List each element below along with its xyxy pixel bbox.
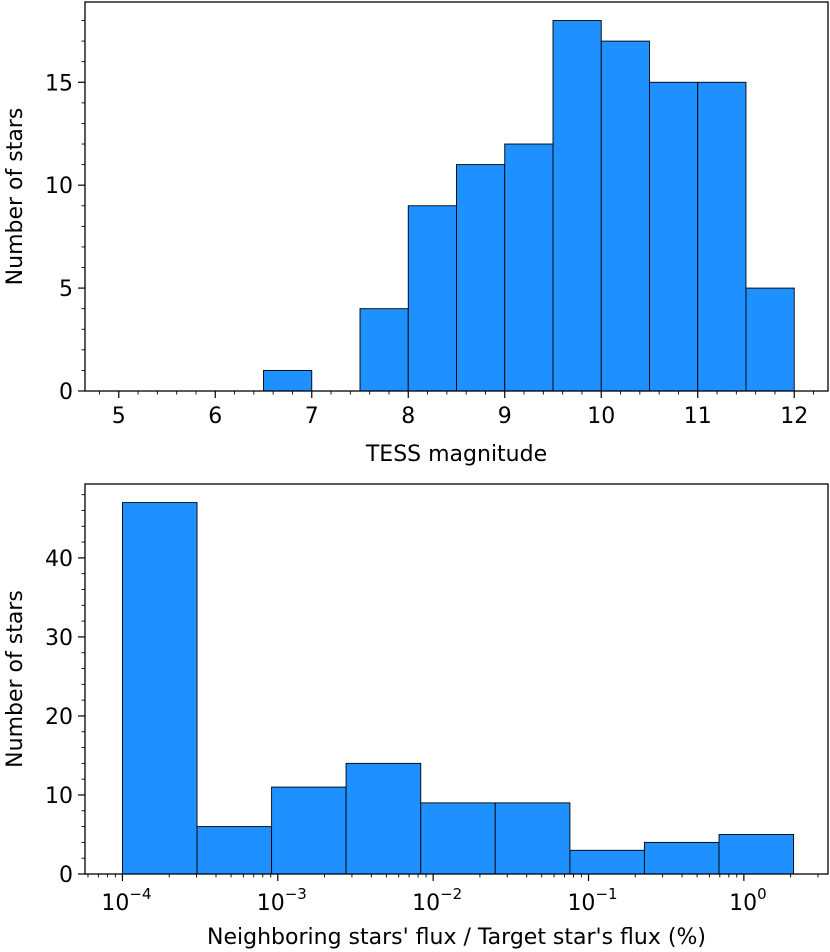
- top-ytick-label: 0: [59, 380, 73, 405]
- top-bar-9: [745, 287, 795, 392]
- top-bar-2: [407, 205, 457, 392]
- top-bar-3: [456, 164, 506, 392]
- top-xtick-label: 6: [208, 404, 222, 429]
- top-bar-8: [697, 81, 747, 392]
- top-ytick-label: 15: [45, 71, 73, 96]
- top-ytick-label: 10: [45, 174, 73, 199]
- flux-ratio-plot-frame: [84, 483, 829, 875]
- flux-ratio-x-axis-label: Neighboring stars' flux / Target star's …: [207, 925, 706, 950]
- top-bar-6: [600, 40, 650, 392]
- top-xtick-label: 7: [305, 404, 319, 429]
- bot-ytick-label: 0: [59, 863, 73, 888]
- bot-bar-8: [718, 834, 795, 875]
- top-bar-5: [552, 20, 602, 392]
- top-xtick-label: 5: [112, 404, 126, 429]
- bot-xtick-label: 10−4: [101, 885, 151, 916]
- bot-ytick-label: 30: [45, 626, 73, 651]
- bot-bar-3: [345, 762, 422, 875]
- bot-bar-6: [569, 849, 645, 875]
- bot-bar-1: [196, 826, 273, 875]
- top-ytick-label: 5: [59, 277, 73, 302]
- bot-bar-7: [643, 841, 720, 875]
- flux-ratio-histogram-panel: 0 10 20 30 40 10−4 10−3 10−2 10−1 100 Neighboring…: [3, 483, 829, 950]
- magnitude-y-axis-label: Number of stars: [3, 108, 28, 286]
- top-bar-4: [504, 143, 554, 392]
- top-xtick-label: 8: [401, 404, 415, 429]
- top-bar-1: [359, 308, 409, 392]
- bot-xtick-label: 100: [729, 885, 767, 916]
- bot-xtick-label: 10−2: [412, 885, 462, 916]
- top-xtick-label: 11: [684, 404, 712, 429]
- bot-ytick-label: 20: [45, 705, 73, 730]
- flux-ratio-y-axis-label: Number of stars: [3, 590, 28, 768]
- flux-ratio-histogram-bars: [122, 502, 795, 875]
- bot-bar-0: [122, 502, 198, 875]
- bot-ytick-label: 40: [45, 547, 73, 572]
- magnitude-plot-frame: [84, 1, 829, 392]
- magnitude-axis-ticks: 0 5 10 15 5 6 7 8 9 10 11 12: [45, 20, 814, 429]
- bot-xtick-label: 10−1: [567, 885, 617, 916]
- bot-bar-2: [271, 786, 347, 875]
- top-xtick-label: 12: [780, 404, 808, 429]
- top-xtick-label: 9: [498, 404, 512, 429]
- bot-ytick-label: 10: [45, 784, 73, 809]
- top-bar-0: [263, 369, 313, 392]
- magnitude-x-axis-label: TESS magnitude: [365, 442, 547, 467]
- flux-ratio-axis-ticks: 0 10 20 30 40 10−4 10−3 10−2 10−1 100: [45, 494, 819, 916]
- top-xtick-label: 10: [587, 404, 615, 429]
- bot-xtick-label: 10−3: [257, 885, 307, 916]
- top-bar-7: [649, 81, 699, 392]
- bot-bar-4: [420, 802, 496, 875]
- magnitude-histogram-bars: [263, 20, 795, 392]
- bot-bar-5: [494, 802, 571, 875]
- magnitude-histogram-panel: 0 5 10 15 5 6 7 8 9 10 11 12 TESS magnitude Number …: [3, 1, 829, 467]
